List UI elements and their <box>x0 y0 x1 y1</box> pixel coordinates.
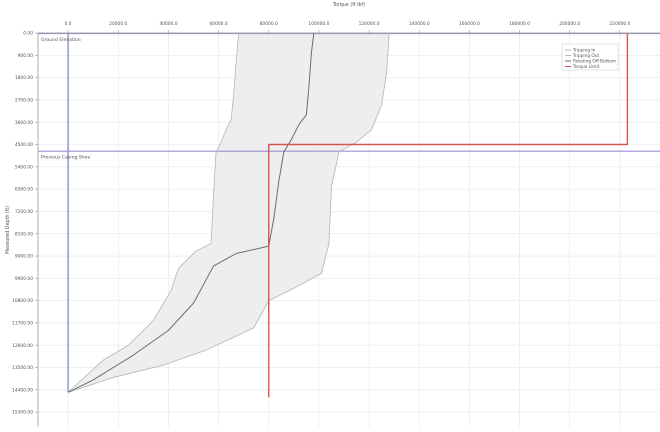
legend-label: Tripping Out <box>572 53 600 59</box>
y-tick-label: 900.00 <box>18 53 34 59</box>
y-tick-label: 5400.00 <box>15 164 33 170</box>
y-tick-label: 9000.00 <box>15 254 33 260</box>
y-tick-label: 2700.00 <box>15 98 33 104</box>
x-tick-label: 100000.0 <box>308 21 329 27</box>
legend-label: Tripping In <box>572 48 596 54</box>
x-tick-label: 160000.0 <box>459 21 480 27</box>
tripping-envelope-fill <box>68 33 390 393</box>
y-tick-label: 13500.00 <box>12 365 33 371</box>
x-tick-label: 40000.0 <box>159 21 177 27</box>
x-tick-label: 20000.0 <box>109 21 127 27</box>
legend-label: Torque Limit <box>572 64 600 70</box>
x-axis-title: Torque (ft·lbf) <box>332 2 365 8</box>
reference-lines: Ground Elevation Previous Casing Shoe <box>38 32 660 393</box>
reference-line-label: Ground Elevation <box>41 37 81 43</box>
legend-label: Rotating Off Bottom <box>573 59 616 65</box>
x-tick-label: 180000.0 <box>509 21 530 27</box>
y-tick-label: 12600.00 <box>12 343 33 349</box>
y-tick-label: 3600.00 <box>15 120 33 126</box>
y-tick-label: 1800.00 <box>15 75 33 81</box>
y-tick-label: 14400.00 <box>12 387 33 393</box>
y-tick-label: 9900.00 <box>15 276 33 282</box>
series-line-rotating-off-bottom <box>67 32 315 393</box>
y-tick-label: 7200.00 <box>15 209 33 215</box>
y-tick-label: 15300.00 <box>12 410 33 416</box>
x-tick-label: 80000.0 <box>260 21 278 27</box>
y-tick-label: 10800.00 <box>12 298 33 304</box>
y-axis-title: Measured Depth (ft) <box>5 206 11 254</box>
y-tick-label: 0.00 <box>23 31 33 37</box>
x-tick-label: 0.0 <box>65 21 72 27</box>
y-tick-label: 11700.00 <box>12 321 33 327</box>
x-tick-label: 140000.0 <box>409 21 430 27</box>
y-tick-label: 8100.00 <box>15 231 33 237</box>
series-lines <box>67 32 629 398</box>
y-tick-label: 6300.00 <box>15 187 33 193</box>
x-tick-label: 220000.0 <box>609 21 630 27</box>
series-line-torque-limit <box>268 33 629 398</box>
x-tick-label: 60000.0 <box>209 21 227 27</box>
reference-line-label: Previous Casing Shoe <box>41 155 90 161</box>
series-line-tripping-in <box>67 32 240 393</box>
series-line-tripping-out <box>67 32 390 393</box>
legend-box <box>561 43 619 71</box>
x-tick-label: 200000.0 <box>559 21 580 27</box>
y-tick-label: 4500.00 <box>15 142 33 148</box>
axes: 0.0 20000.0 40000.0 60000.0 80000.0 100000.0 1… <box>5 2 660 427</box>
envelope-band <box>68 33 390 393</box>
x-tick-label: 120000.0 <box>359 21 380 27</box>
